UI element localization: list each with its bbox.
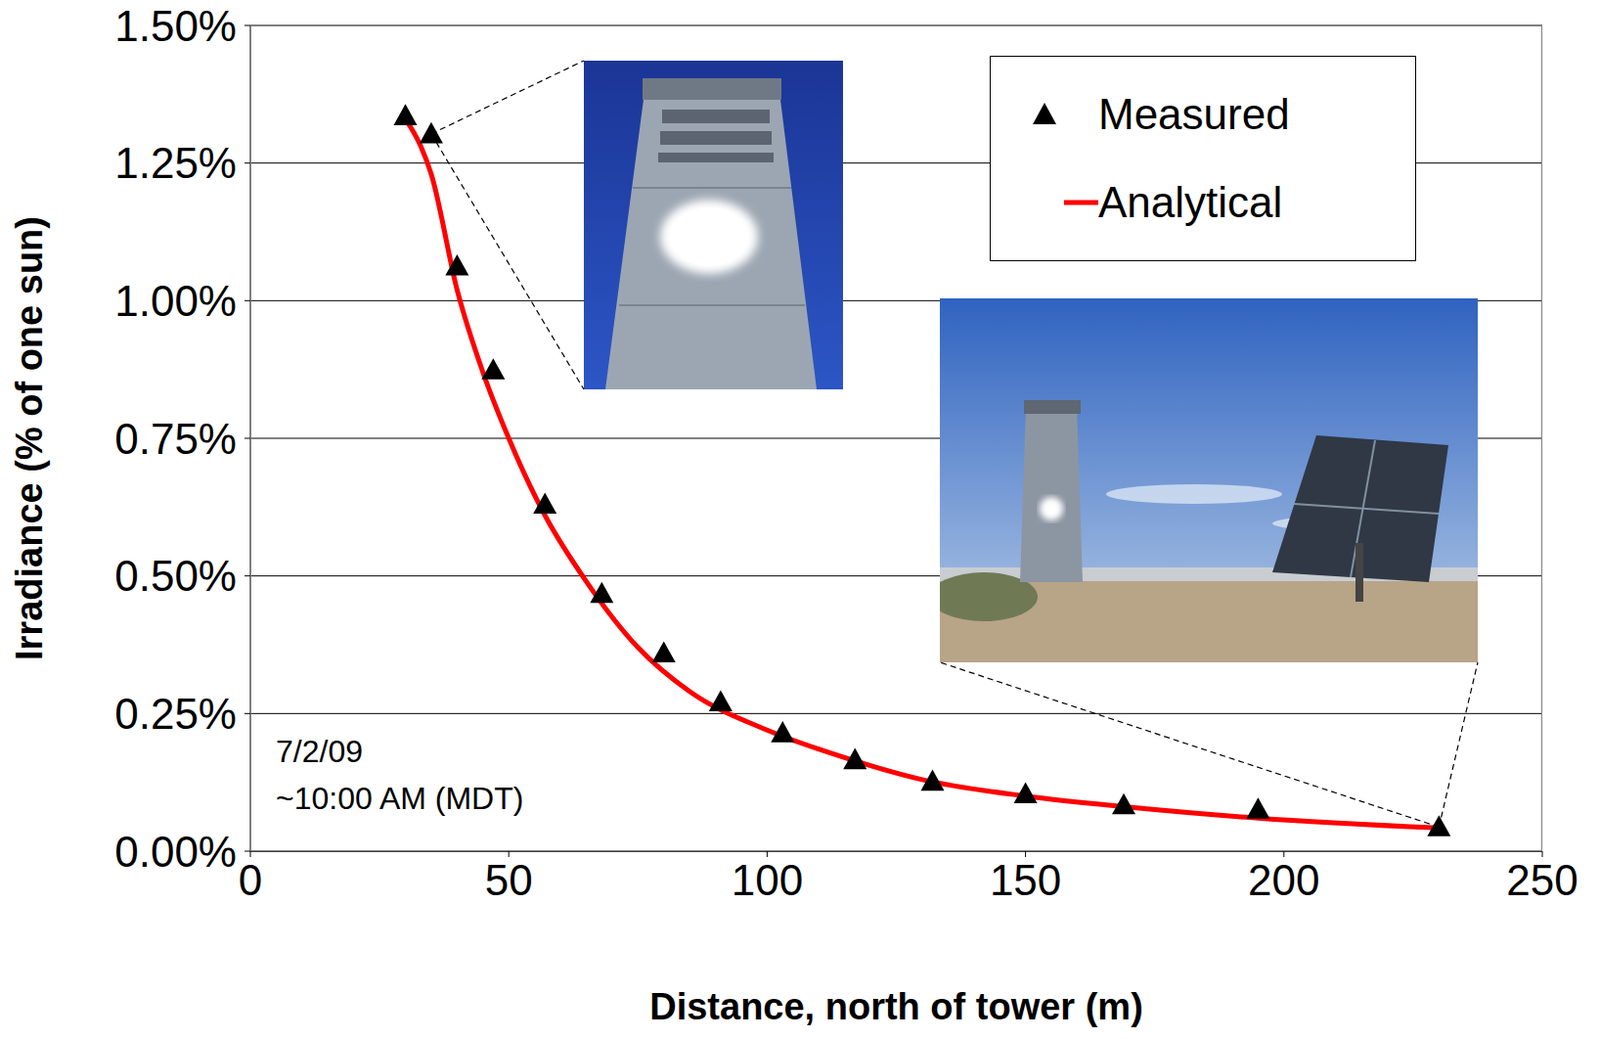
svg-text:1.25%: 1.25% bbox=[114, 138, 237, 187]
svg-text:150: 150 bbox=[989, 855, 1062, 904]
svg-text:250: 250 bbox=[1506, 855, 1578, 904]
svg-text:0: 0 bbox=[238, 855, 263, 904]
svg-text:100: 100 bbox=[731, 855, 803, 904]
svg-text:0.25%: 0.25% bbox=[114, 689, 237, 738]
svg-text:Irradiance (% of one sun): Irradiance (% of one sun) bbox=[8, 216, 50, 661]
svg-text:0.50%: 0.50% bbox=[114, 551, 237, 600]
html-text:7/2/09: 7/2/09 bbox=[275, 733, 363, 769]
svg-text:0.75%: 0.75% bbox=[114, 414, 237, 463]
svg-text:1.00%: 1.00% bbox=[114, 276, 237, 325]
html-text:Measured: Measured bbox=[1098, 89, 1290, 138]
svg-text:1.50%: 1.50% bbox=[114, 1, 237, 50]
html-text:Analytical: Analytical bbox=[1098, 177, 1283, 226]
svg-text:Distance, north of tower (m): Distance, north of tower (m) bbox=[649, 985, 1144, 1027]
svg-text:200: 200 bbox=[1247, 855, 1320, 904]
html-text:~10:00 AM (MDT): ~10:00 AM (MDT) bbox=[275, 780, 524, 816]
svg-text:0.00%: 0.00% bbox=[114, 827, 237, 876]
svg-text:50: 50 bbox=[485, 855, 534, 904]
